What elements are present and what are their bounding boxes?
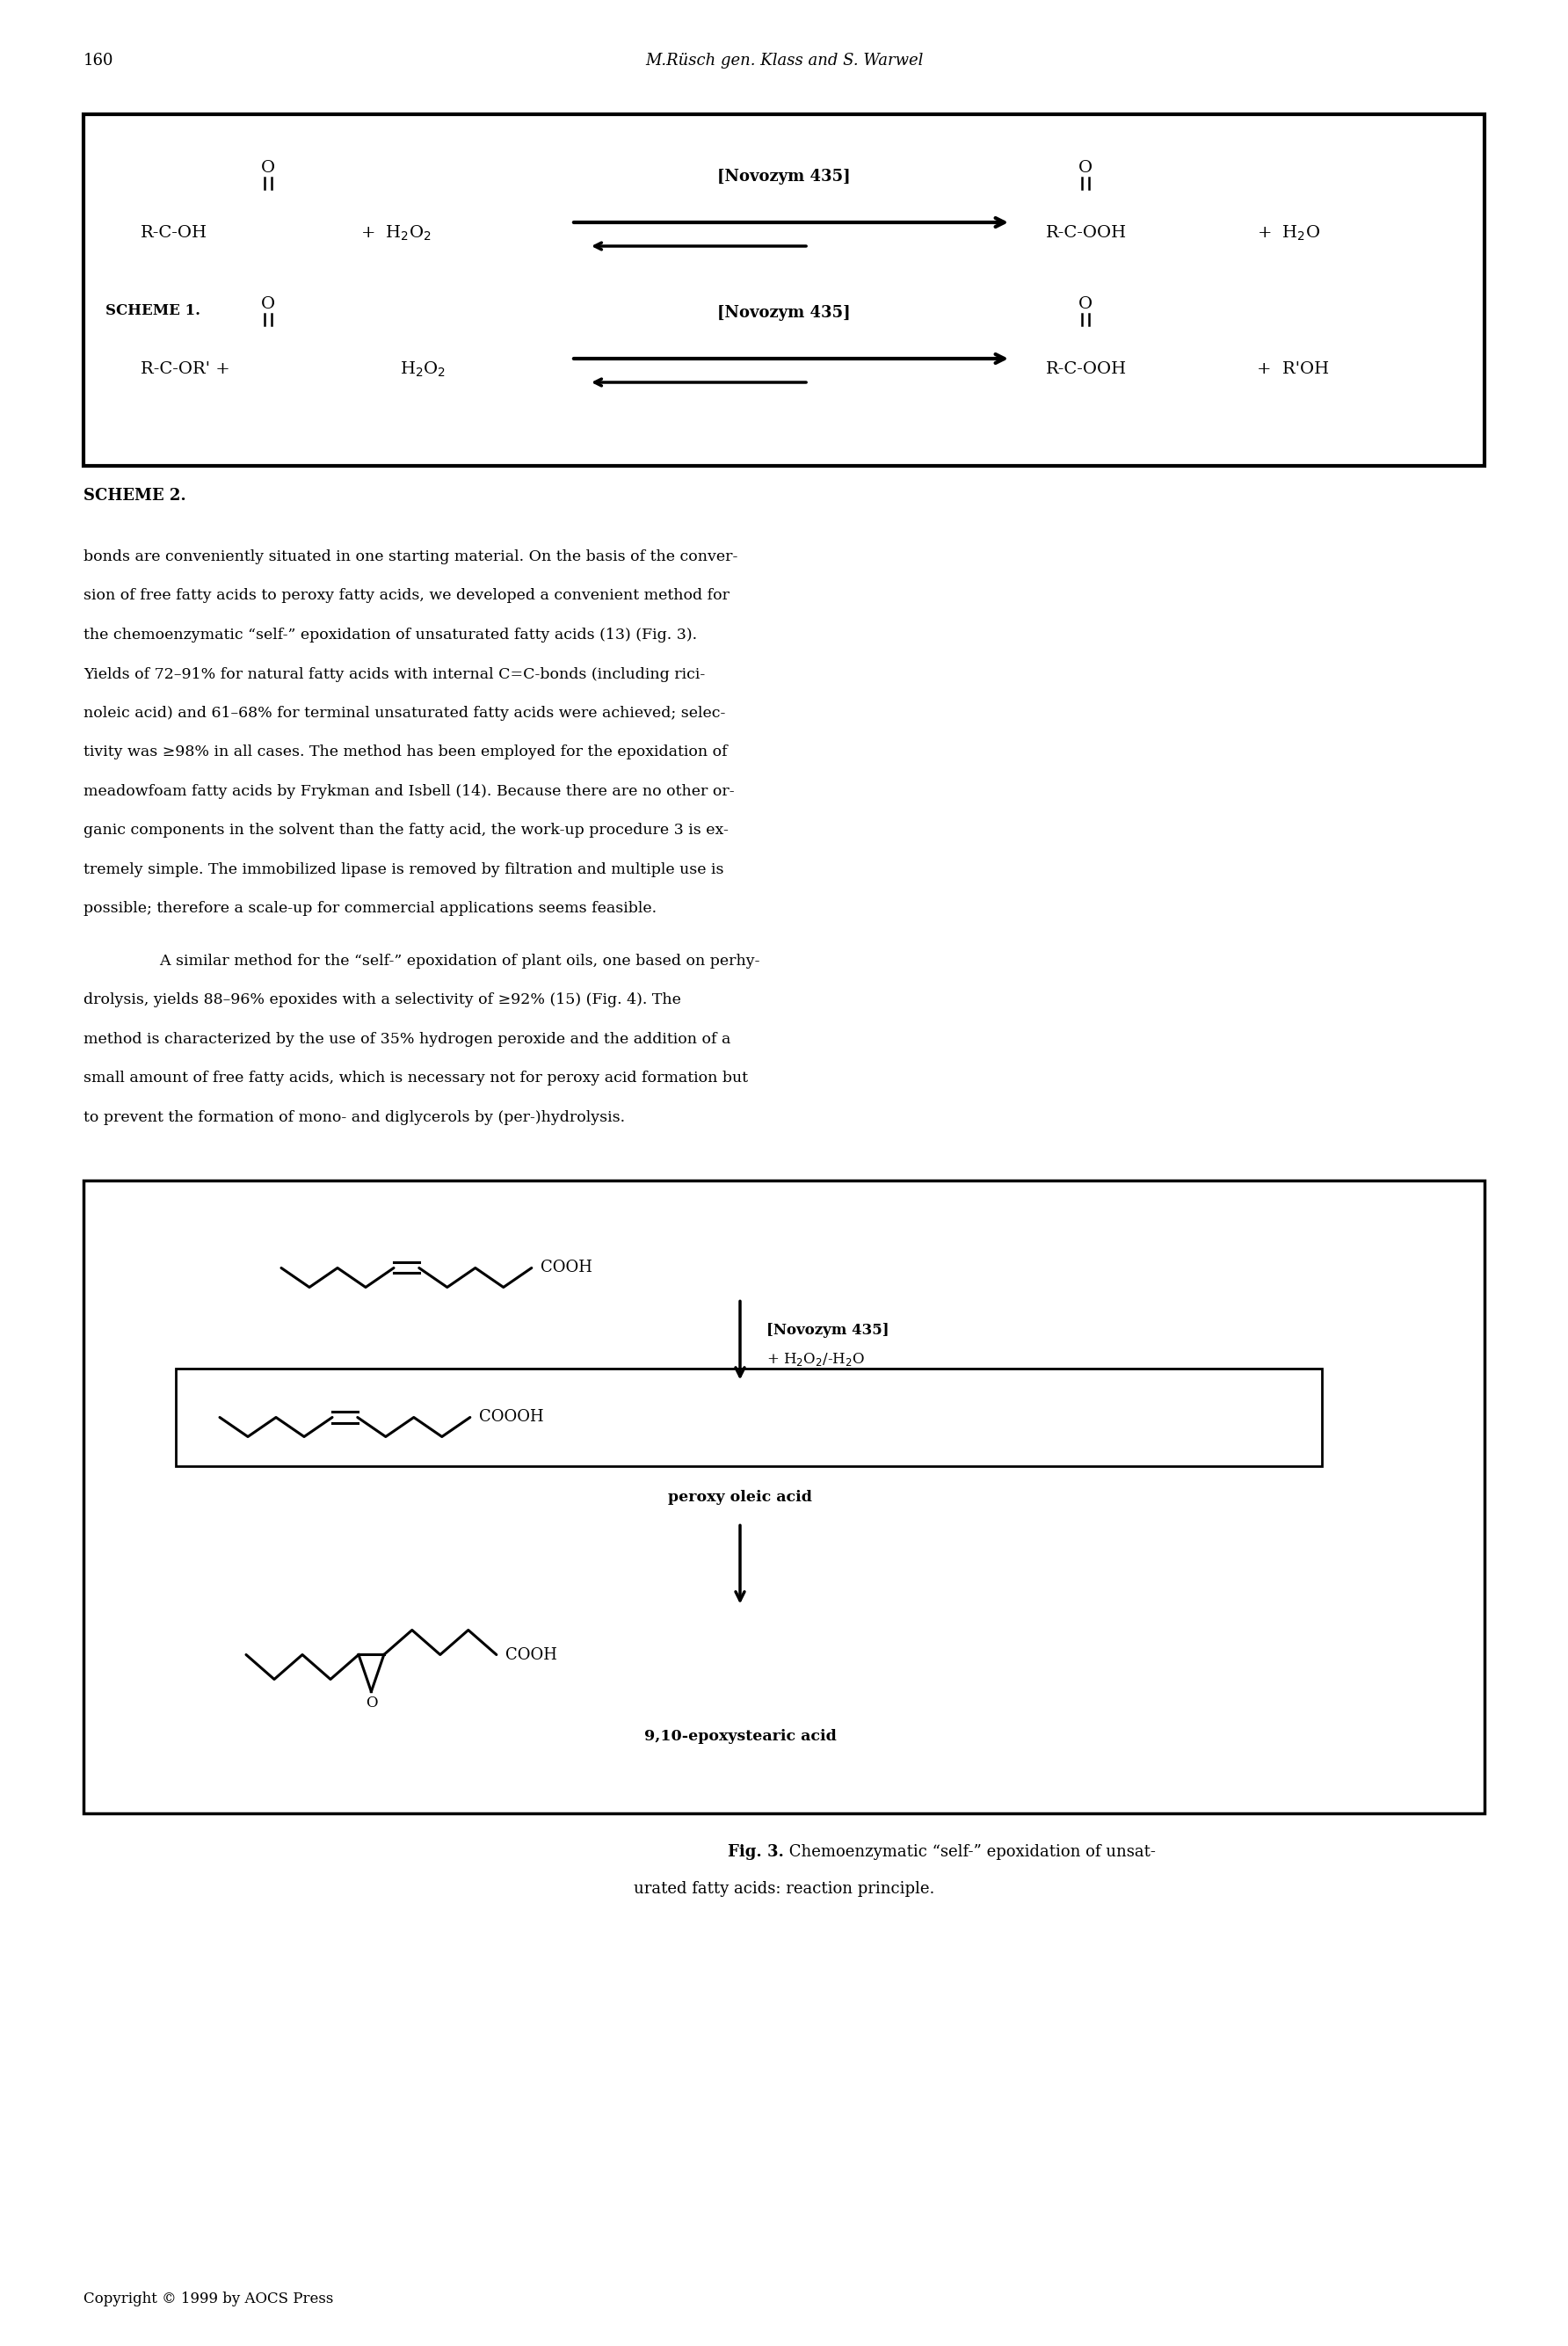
- Text: O: O: [365, 1696, 378, 1710]
- Text: tremely simple. The immobilized lipase is removed by filtration and multiple use: tremely simple. The immobilized lipase i…: [83, 863, 724, 877]
- Text: Fig. 3.: Fig. 3.: [728, 1844, 784, 1860]
- Text: small amount of free fatty acids, which is necessary not for peroxy acid formati: small amount of free fatty acids, which …: [83, 1072, 748, 1086]
- Text: noleic acid) and 61–68% for terminal unsaturated fatty acids were achieved; sele: noleic acid) and 61–68% for terminal uns…: [83, 706, 726, 720]
- Text: SCHEME 1.: SCHEME 1.: [105, 303, 201, 319]
- Text: ganic components in the solvent than the fatty acid, the work-up procedure 3 is : ganic components in the solvent than the…: [83, 823, 729, 838]
- Text: tivity was ≥98% in all cases. The method has been employed for the epoxidation o: tivity was ≥98% in all cases. The method…: [83, 746, 728, 760]
- Text: drolysis, yields 88–96% epoxides with a selectivity of ≥92% (15) (Fig. 4). The: drolysis, yields 88–96% epoxides with a …: [83, 992, 681, 1009]
- Text: [Novozym 435]: [Novozym 435]: [718, 169, 850, 185]
- Text: Yields of 72–91% for natural fatty acids with internal C=C-bonds (including rici: Yields of 72–91% for natural fatty acids…: [83, 666, 706, 683]
- Text: peroxy oleic acid: peroxy oleic acid: [668, 1490, 812, 1506]
- Text: O: O: [1079, 160, 1093, 176]
- Text: +  H$_2$O: + H$_2$O: [1258, 223, 1320, 242]
- Bar: [83, 1180, 1485, 1813]
- Text: H$_2$O$_2$: H$_2$O$_2$: [400, 359, 445, 378]
- Text: 9,10-epoxystearic acid: 9,10-epoxystearic acid: [644, 1729, 836, 1745]
- Text: sion of free fatty acids to peroxy fatty acids, we developed a convenient method: sion of free fatty acids to peroxy fatty…: [83, 589, 729, 603]
- Text: R-C-OH: R-C-OH: [141, 225, 207, 242]
- Text: A similar method for the “self-” epoxidation of plant oils, one based on perhy-: A similar method for the “self-” epoxida…: [141, 955, 760, 969]
- Text: the chemoenzymatic “self-” epoxidation of unsaturated fatty acids (13) (Fig. 3).: the chemoenzymatic “self-” epoxidation o…: [83, 629, 698, 643]
- Text: R-C-OR' +: R-C-OR' +: [141, 361, 230, 378]
- Text: bonds are conveniently situated in one starting material. On the basis of the co: bonds are conveniently situated in one s…: [83, 549, 739, 565]
- Text: O: O: [260, 296, 274, 312]
- Text: +  R'OH: + R'OH: [1258, 361, 1330, 378]
- Text: 160: 160: [83, 52, 114, 68]
- Text: O: O: [260, 160, 274, 176]
- Text: R-C-OOH: R-C-OOH: [1046, 225, 1127, 242]
- Text: +  H$_2$O$_2$: + H$_2$O$_2$: [361, 223, 431, 242]
- Text: [Novozym 435]: [Novozym 435]: [718, 305, 850, 321]
- Text: [Novozym 435]: [Novozym 435]: [767, 1323, 889, 1337]
- Text: COOH: COOH: [505, 1647, 557, 1663]
- Bar: [176, 1370, 1322, 1466]
- Text: R-C-OOH: R-C-OOH: [1046, 361, 1127, 378]
- Text: urated fatty acids: reaction principle.: urated fatty acids: reaction principle.: [633, 1881, 935, 1896]
- Text: possible; therefore a scale-up for commercial applications seems feasible.: possible; therefore a scale-up for comme…: [83, 901, 657, 917]
- Text: + H$_2$O$_2$/-H$_2$O: + H$_2$O$_2$/-H$_2$O: [767, 1351, 866, 1368]
- Text: method is characterized by the use of 35% hydrogen peroxide and the addition of : method is characterized by the use of 35…: [83, 1032, 731, 1046]
- Text: COOH: COOH: [541, 1260, 593, 1276]
- Bar: [83, 115, 1485, 467]
- Text: M.Rüsch gen. Klass and S. Warwel: M.Rüsch gen. Klass and S. Warwel: [644, 52, 924, 68]
- Text: Chemoenzymatic “self-” epoxidation of unsat-: Chemoenzymatic “self-” epoxidation of un…: [784, 1844, 1156, 1860]
- Text: SCHEME 2.: SCHEME 2.: [83, 488, 187, 504]
- Text: Copyright © 1999 by AOCS Press: Copyright © 1999 by AOCS Press: [83, 2292, 334, 2306]
- Text: COOOH: COOOH: [478, 1410, 544, 1426]
- Text: to prevent the formation of mono- and diglycerols by (per-)hydrolysis.: to prevent the formation of mono- and di…: [83, 1110, 626, 1126]
- Text: meadowfoam fatty acids by Frykman and Isbell (14). Because there are no other or: meadowfoam fatty acids by Frykman and Is…: [83, 784, 734, 800]
- Text: O: O: [1079, 296, 1093, 312]
